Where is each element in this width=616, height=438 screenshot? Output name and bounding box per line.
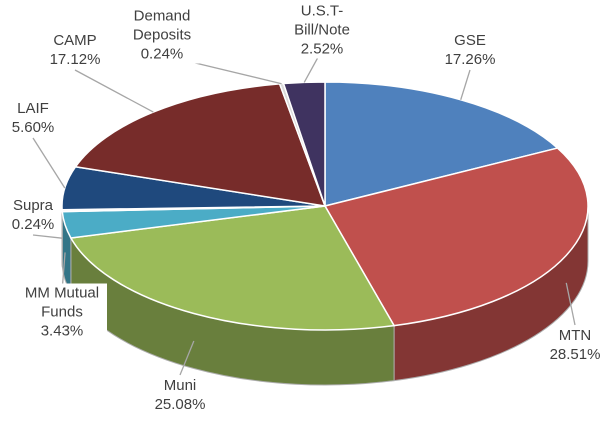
label-value: 2.52% [300, 40, 344, 58]
label-value: 17.26% [444, 51, 496, 68]
label-value: 17.12% [49, 51, 101, 68]
label-name: CAMP [53, 32, 97, 49]
slice [74, 83, 327, 207]
slice [282, 81, 326, 207]
slice-label: MM Mutual Funds 3.43% [17, 283, 107, 341]
slice-label: MTN 28.51% [549, 326, 601, 364]
leader-line [74, 69, 154, 113]
label-value: 0.24% [140, 45, 184, 63]
leader-line [32, 234, 63, 239]
slice-label: U.S.T-Bill/Note 2.52% [292, 1, 352, 59]
label-name: MM Mutual Funds [24, 284, 100, 321]
label-name: GSE [454, 32, 486, 49]
label-name: LAIF [17, 100, 49, 117]
label-name: Supra [12, 197, 54, 214]
slice [324, 81, 560, 207]
slice-label: Muni 25.08% [154, 376, 206, 414]
label-name: Muni [163, 377, 197, 394]
slice [69, 205, 396, 331]
slice-label: GSE 17.26% [444, 31, 496, 69]
label-value: 3.43% [40, 322, 84, 340]
leader-line [179, 340, 195, 376]
slice-label: Demand Deposits 0.24% [124, 6, 200, 64]
slice-label: CAMP 17.12% [49, 31, 101, 69]
label-name: U.S.T-Bill/Note [294, 2, 350, 39]
label-name: Demand Deposits [132, 7, 192, 44]
leader-line [460, 69, 471, 100]
slice-label: Supra 0.24% [11, 196, 55, 234]
label-value: 0.24% [11, 216, 55, 233]
label-value: 28.51% [549, 346, 601, 363]
slice-label: LAIF 5.60% [11, 99, 55, 137]
label-name: MTN [558, 327, 592, 344]
leader-line [32, 137, 66, 189]
label-value: 5.60% [11, 119, 55, 136]
slice [323, 147, 589, 327]
label-value: 25.08% [154, 396, 206, 413]
leader-line [565, 282, 576, 326]
